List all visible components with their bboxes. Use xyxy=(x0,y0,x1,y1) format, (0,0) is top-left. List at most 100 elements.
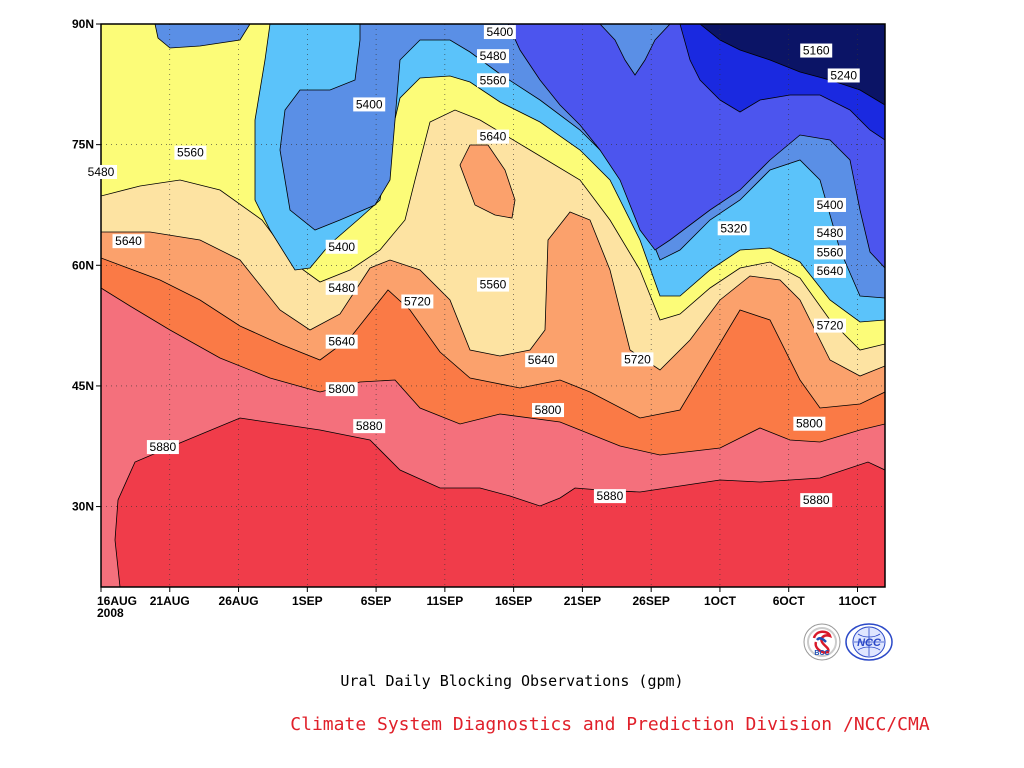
contour-label-bg xyxy=(112,234,145,249)
contour-label-bg xyxy=(800,43,833,58)
contour-label: 5880 xyxy=(353,419,386,434)
contour-label-text: 5560 xyxy=(177,146,204,160)
contour-label: 5720 xyxy=(401,294,434,309)
contour-label-text: 5800 xyxy=(328,382,355,396)
contour-label: 5240 xyxy=(827,68,860,83)
contour-label-bg xyxy=(85,164,117,179)
contour-label: 5560 xyxy=(813,245,846,260)
x-tick-label: 6SEP xyxy=(361,594,392,608)
contour-label-bg xyxy=(483,25,516,40)
contour-label-text: 5560 xyxy=(480,73,507,87)
contour-label-bg xyxy=(813,197,846,212)
contour-label-text: 5480 xyxy=(817,226,844,240)
contour-label: 5800 xyxy=(325,382,358,397)
contour-label-text: 5640 xyxy=(817,264,844,278)
contour-label-text: 5640 xyxy=(115,234,142,248)
ncc-logo-text: NCC xyxy=(857,637,882,649)
contour-label-bg xyxy=(813,245,846,260)
plot-frame xyxy=(100,23,886,588)
x-axis-year: 2008 xyxy=(97,606,124,620)
contour-labels: 5880 5880 5880 5880 5800 5800 5800 5720 5720 5720… xyxy=(85,25,860,508)
contour-label-bg xyxy=(813,318,846,333)
chart-title: Ural Daily Blocking Observations (gpm) xyxy=(340,672,684,690)
band-5240-5320 xyxy=(101,24,885,269)
contour-label: 5400 xyxy=(353,97,386,112)
contour-label-bg xyxy=(793,416,826,431)
y-tick-label: 30N xyxy=(72,500,94,514)
contour-label-bg xyxy=(477,277,509,292)
x-tick-label: 1OCT xyxy=(704,594,737,608)
contour-label-text: 5640 xyxy=(480,130,507,144)
contour-label-bg xyxy=(717,221,750,236)
contour-label: 5400 xyxy=(483,25,516,40)
x-tick-label: 21AUG xyxy=(150,594,190,608)
contour-label: 5480 xyxy=(477,49,509,64)
contour-label-text: 5880 xyxy=(150,440,177,454)
contour-label-bg xyxy=(477,49,509,64)
contour-label-bg xyxy=(813,263,846,278)
contour-label-text: 5880 xyxy=(597,489,624,503)
contour-label-text: 5160 xyxy=(803,44,830,58)
contour-label: 5400 xyxy=(813,197,846,212)
contour-label: 5800 xyxy=(532,403,565,418)
contour-label-text: 5640 xyxy=(328,335,355,349)
contour-label: 5560 xyxy=(477,277,509,292)
contour-label-bg xyxy=(525,353,558,368)
contour-label: 5560 xyxy=(174,145,207,160)
contour-label: 5720 xyxy=(813,318,846,333)
contour-label-text: 5400 xyxy=(487,25,514,39)
contour-label: 5880 xyxy=(800,493,833,508)
contour-label: 5880 xyxy=(146,440,179,455)
contour-label: 5720 xyxy=(621,352,654,367)
y-tick-label: 75N xyxy=(72,138,94,152)
contour-label-text: 5400 xyxy=(817,198,844,212)
x-tick-label: 16SEP xyxy=(495,594,532,608)
contour-label-text: 5720 xyxy=(624,352,651,366)
contour-label: 5160 xyxy=(800,43,833,58)
contour-label: 5560 xyxy=(477,73,509,88)
contour-label-bg xyxy=(532,403,565,418)
contour-bands xyxy=(101,24,885,587)
contour-label: 5640 xyxy=(325,334,358,349)
contour-label-text: 5240 xyxy=(830,68,857,82)
contour-label: 5480 xyxy=(813,226,846,241)
contour-label: 5640 xyxy=(525,353,558,368)
x-tick-label: 11SEP xyxy=(427,594,464,608)
contour-label-bg xyxy=(593,489,626,504)
contour-label-text: 5480 xyxy=(328,281,355,295)
contour-label-bg xyxy=(477,73,509,88)
contour-label-bg xyxy=(325,334,358,349)
contour-label: 5880 xyxy=(593,489,626,504)
contour-label: 5800 xyxy=(793,416,826,431)
contour-label-bg xyxy=(621,352,654,367)
contour-label-text: 5560 xyxy=(480,278,507,292)
contour-label: 5480 xyxy=(85,164,117,179)
contour-label: 5400 xyxy=(325,239,358,254)
contour-label: 5320 xyxy=(717,221,750,236)
contour-label-bg xyxy=(146,440,179,455)
grid-lines xyxy=(101,24,885,587)
contour-label-bg xyxy=(813,226,846,241)
contour-label-bg xyxy=(827,68,860,83)
contour-label-text: 5640 xyxy=(528,353,555,367)
contour-label: 5640 xyxy=(477,129,509,144)
contour-label-text: 5480 xyxy=(88,165,115,179)
contour-label-text: 5880 xyxy=(356,419,383,433)
blob-5640-sep xyxy=(459,144,516,219)
ncc-logo-icon: NCC xyxy=(845,623,893,661)
contour-label: 5480 xyxy=(325,280,358,295)
x-tick-label: 26SEP xyxy=(632,594,669,608)
contour-label-text: 5720 xyxy=(404,294,431,308)
contour-label-text: 5880 xyxy=(803,493,830,507)
contour-label-text: 5400 xyxy=(328,240,355,254)
contour-label-text: 5800 xyxy=(535,403,562,417)
x-tick-label: 1SEP xyxy=(292,594,323,608)
contour-label: 5640 xyxy=(112,234,145,249)
contour-label-bg xyxy=(401,294,434,309)
contour-label-text: 5480 xyxy=(480,49,507,63)
contour-label-text: 5560 xyxy=(817,245,844,259)
contour-label-text: 5400 xyxy=(356,97,383,111)
contour-label-bg xyxy=(325,239,358,254)
x-tick-label: 6OCT xyxy=(773,594,806,608)
blob-5400-sep-top xyxy=(599,24,671,76)
